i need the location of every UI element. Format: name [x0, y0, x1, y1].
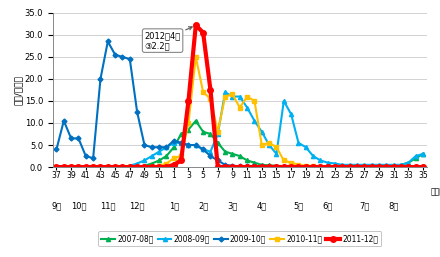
2008-09年 [223, 91, 228, 94]
2011-12年 [135, 166, 140, 169]
Text: 2月: 2月 [198, 201, 208, 210]
2008-09年 [303, 146, 308, 149]
Text: 1月: 1月 [169, 201, 179, 210]
Line: 2008-09年: 2008-09年 [55, 90, 425, 169]
Line: 2009-10年: 2009-10年 [55, 40, 425, 168]
2008-09年 [135, 162, 140, 165]
2010-11年 [325, 165, 330, 168]
2007-08年 [171, 146, 176, 149]
2011-12年 [325, 166, 330, 169]
2007-08年 [325, 165, 330, 168]
2007-08年 [413, 157, 418, 160]
2011-12年 [193, 24, 198, 27]
2011-12年 [164, 166, 169, 169]
2010-11年 [421, 165, 426, 168]
2009-10年 [142, 143, 147, 146]
2009-10年 [413, 165, 418, 168]
2010-11年 [54, 166, 59, 169]
2009-10年 [171, 139, 176, 142]
2008-09年 [325, 161, 330, 164]
Text: 2012年4週
③2.2人: 2012年4週 ③2.2人 [144, 27, 192, 50]
2010-11年 [171, 157, 176, 160]
Line: 2010-11年: 2010-11年 [55, 55, 425, 169]
2008-09年 [421, 152, 426, 155]
2008-09年 [54, 166, 59, 169]
2010-11年 [413, 165, 418, 168]
2007-08年 [421, 152, 426, 155]
Text: （週）: （週） [431, 187, 440, 196]
2011-12年 [54, 166, 59, 169]
2011-12年 [303, 166, 308, 169]
2007-08年 [303, 165, 308, 168]
2009-10年 [54, 148, 59, 151]
2010-11年 [193, 55, 198, 58]
2008-09年 [171, 141, 176, 144]
Y-axis label: （人/定点）: （人/定点） [14, 75, 23, 105]
2008-09年 [164, 146, 169, 149]
Text: 6月: 6月 [323, 201, 333, 210]
2011-12年 [413, 166, 418, 169]
2010-11年 [164, 162, 169, 165]
2008-09年 [413, 154, 418, 158]
2011-12年 [171, 163, 176, 166]
Text: 3月: 3月 [227, 201, 238, 210]
2009-10年 [421, 165, 426, 168]
2007-08年 [193, 119, 198, 122]
Text: 9月: 9月 [51, 201, 62, 210]
Text: 10月: 10月 [71, 201, 86, 210]
Legend: 2007-08年, 2008-09年, 2009-10年, 2010-11年, 2011-12年: 2007-08年, 2008-09年, 2009-10年, 2010-11年, … [99, 231, 381, 246]
2007-08年 [135, 166, 140, 169]
2009-10年 [105, 40, 110, 43]
2011-12年 [421, 166, 426, 169]
2010-11年 [303, 164, 308, 167]
Line: 2011-12年: 2011-12年 [54, 22, 426, 170]
2007-08年 [54, 166, 59, 169]
2010-11年 [135, 166, 140, 169]
2009-10年 [311, 165, 316, 168]
Text: 4月: 4月 [257, 201, 267, 210]
2009-10年 [267, 165, 272, 168]
Text: 5月: 5月 [293, 201, 304, 210]
Text: 7月: 7月 [359, 201, 370, 210]
2009-10年 [333, 165, 338, 168]
2007-08年 [164, 154, 169, 158]
Text: 11月: 11月 [100, 201, 116, 210]
2009-10年 [179, 141, 184, 144]
Text: 12月: 12月 [129, 201, 145, 210]
Text: 8月: 8月 [389, 201, 399, 210]
Line: 2007-08年: 2007-08年 [55, 119, 425, 169]
